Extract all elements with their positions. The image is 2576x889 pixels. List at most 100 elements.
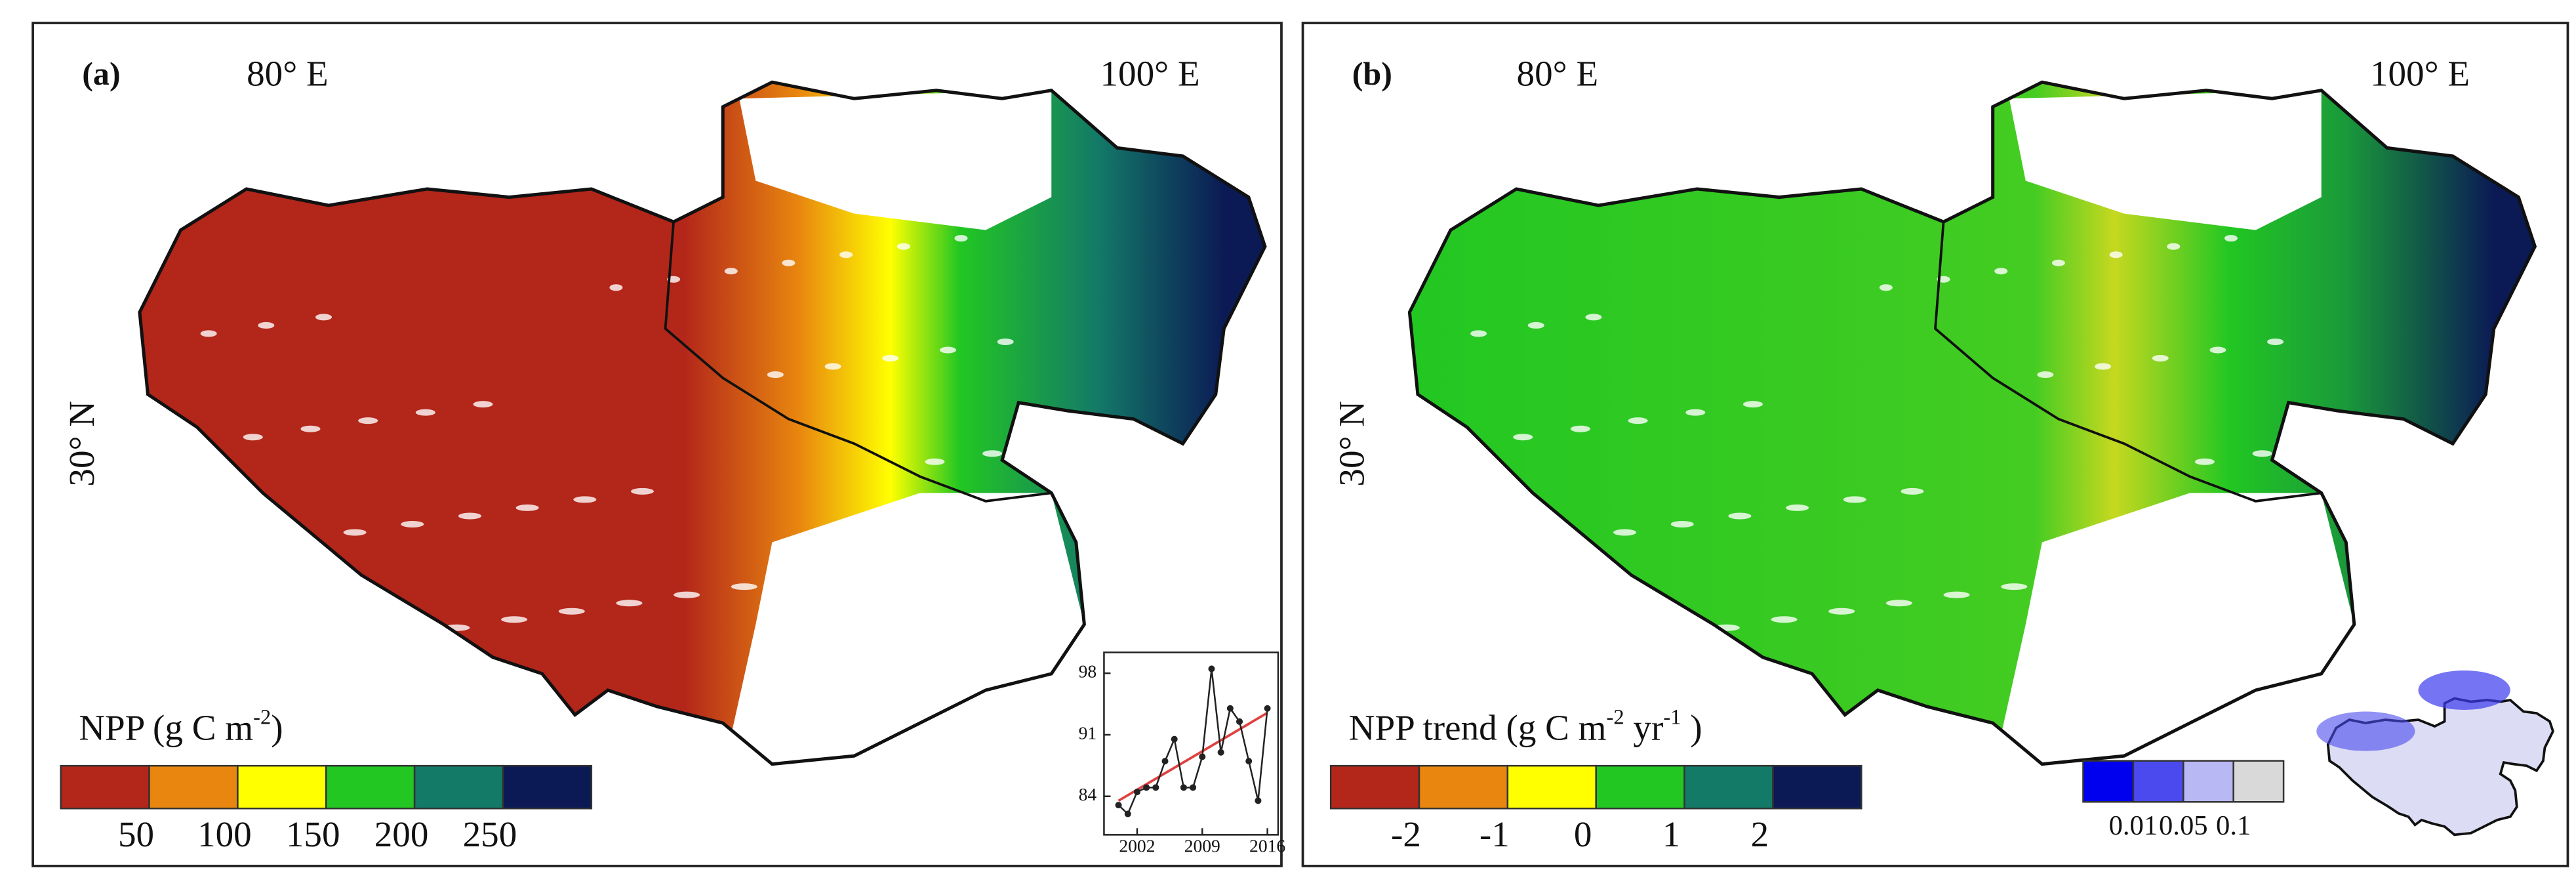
series-point	[1133, 789, 1140, 796]
legend-title-part: )	[1681, 707, 1702, 747]
legend-swatch	[502, 764, 593, 810]
map-speck	[1670, 520, 1694, 527]
map-speck	[2267, 338, 2284, 345]
map-speck	[386, 632, 413, 640]
series-point	[1226, 705, 1234, 712]
map-speck	[358, 417, 378, 424]
map-speck	[1570, 425, 1590, 432]
series-point	[1115, 802, 1122, 809]
lat-label: 30° N	[1331, 401, 1371, 487]
significance-swatch	[2232, 760, 2285, 803]
legend-title-part: )	[271, 707, 283, 747]
map	[1409, 82, 2535, 764]
legend-swatch	[1595, 764, 1685, 810]
map-speck	[2209, 346, 2226, 354]
lon-label: 100° E	[1100, 53, 1200, 93]
map-speck	[2109, 251, 2123, 258]
legend-tick-label: -2	[1391, 814, 1421, 854]
map-speck	[1585, 314, 1602, 321]
map-speck	[515, 504, 539, 511]
significance-tick-label: 0.01	[2109, 810, 2158, 841]
map-speck	[1470, 330, 1487, 337]
inset-y-tick-label: 98	[1079, 661, 1097, 681]
legend-swatch	[148, 764, 239, 810]
map-speck	[2194, 458, 2215, 465]
map-speck	[1498, 545, 1521, 552]
inset-x-tick-label: 2009	[1184, 836, 1220, 856]
map-speck	[1613, 529, 1637, 536]
mini-map-patch	[2316, 711, 2415, 751]
map-speck	[200, 330, 217, 337]
mini-map-patch	[2418, 670, 2510, 710]
map-speck	[501, 616, 528, 623]
lon-label: 80° E	[247, 53, 329, 93]
map-speck	[1943, 591, 1970, 598]
map-speck	[1427, 226, 1441, 234]
map-speck	[788, 575, 815, 582]
series-point	[1152, 784, 1159, 791]
map-speck	[315, 314, 332, 321]
legend-swatch	[237, 764, 327, 810]
map-speck	[609, 284, 623, 291]
map-speck	[674, 591, 700, 598]
panel-frame	[1301, 22, 2569, 867]
map-speck	[1994, 268, 2008, 275]
map-speck	[1656, 632, 1683, 640]
panel: (a) 80° E 100° E 30° N NPP (g C m-2) 50 100 150…	[31, 22, 1285, 867]
series-point	[1236, 718, 1243, 725]
map-speck	[1901, 487, 1924, 495]
inset-y-tick-label: 84	[1079, 784, 1097, 804]
significance-swatch	[2183, 760, 2234, 803]
series-point	[1217, 749, 1224, 756]
significance-swatch	[2132, 760, 2184, 803]
map-speck	[1513, 434, 1533, 441]
trend-line	[1117, 711, 1268, 802]
map-speck	[1527, 321, 1544, 329]
legend-swatch	[325, 764, 416, 810]
series-point	[1190, 784, 1197, 791]
legend-tick-label: -1	[1479, 814, 1510, 854]
series-point	[1245, 758, 1253, 765]
legend-tick-label: 100	[197, 814, 252, 854]
map-outline	[138, 80, 1267, 766]
map-no-data	[2009, 90, 2322, 230]
map-speck	[2037, 371, 2054, 379]
legend-tick-label: 0	[1574, 814, 1592, 854]
map-speck	[1728, 512, 1752, 520]
panel-frame	[31, 22, 1283, 867]
map-speck	[285, 537, 309, 545]
map-speck	[954, 235, 968, 242]
map-speck	[558, 608, 585, 615]
legend-swatch	[1683, 764, 1774, 810]
significance-tick-label: 0.05	[2159, 810, 2208, 841]
legend-title: NPP trend (g C m-2 yr-1 )	[1349, 706, 1702, 747]
legend-title-part: NPP (g C m	[79, 707, 253, 747]
map-outline	[1407, 80, 2537, 766]
legend-title-part: -1	[1663, 706, 1681, 730]
legend-title-part: -2	[253, 706, 271, 730]
map-speck	[982, 450, 1003, 457]
series-point	[1180, 784, 1187, 791]
legend-swatch	[1418, 764, 1509, 810]
inset-x-tick-label: 2016	[1249, 836, 1285, 856]
map-speck	[258, 321, 275, 329]
significance-swatch	[2082, 760, 2135, 803]
map-boundary	[664, 221, 1052, 503]
map-speck	[186, 442, 206, 449]
map-speck	[896, 243, 910, 250]
legend-title: NPP (g C m-2)	[79, 706, 283, 747]
legend-tick-label: 200	[374, 814, 429, 854]
map-speck	[2001, 583, 2028, 590]
legend-tick-label: 1	[1662, 814, 1681, 854]
series-point	[1171, 735, 1178, 743]
map-speck	[1685, 409, 1706, 416]
lon-label: 100° E	[2370, 53, 2470, 93]
map-speck	[1885, 600, 1912, 607]
lon-label: 80° E	[1517, 53, 1599, 93]
series-point	[1208, 665, 1215, 672]
map-speck	[401, 520, 424, 527]
panel-label: (b)	[1352, 55, 1392, 92]
map-speck	[1742, 401, 1763, 408]
map-speck	[782, 259, 795, 266]
